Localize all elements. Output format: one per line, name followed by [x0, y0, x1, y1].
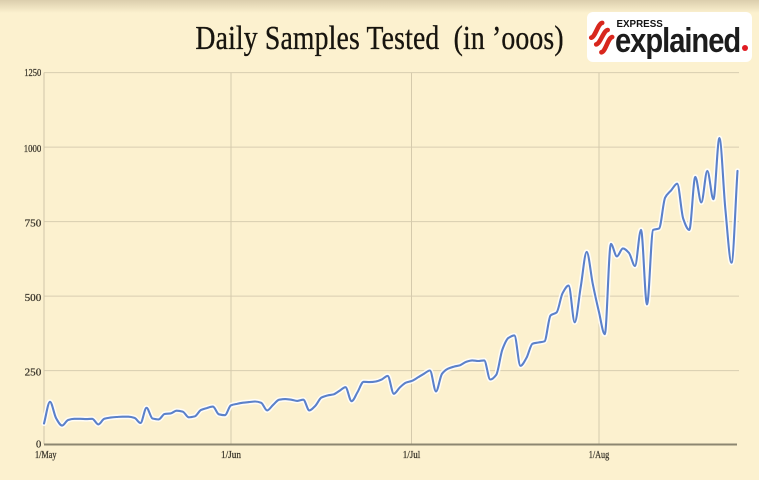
svg-text:1/May: 1/May: [35, 450, 57, 461]
svg-text:1/Aug: 1/Aug: [589, 450, 610, 461]
svg-text:250: 250: [25, 368, 42, 379]
svg-text:1250: 1250: [24, 68, 41, 79]
svg-text:1000: 1000: [24, 144, 42, 155]
svg-text:1/Jul: 1/Jul: [403, 450, 421, 461]
svg-text:500: 500: [25, 293, 42, 304]
svg-text:1/Jun: 1/Jun: [221, 450, 241, 461]
svg-text:0: 0: [36, 440, 41, 451]
svg-text:750: 750: [25, 219, 42, 230]
